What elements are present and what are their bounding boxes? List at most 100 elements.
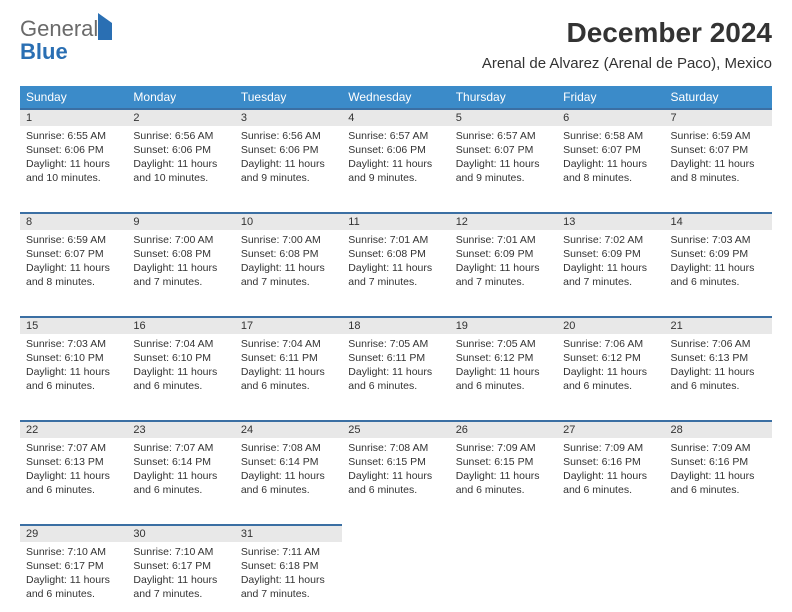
logo-triangle-icon	[98, 13, 112, 40]
week-content-row: Sunrise: 6:55 AMSunset: 6:06 PMDaylight:…	[20, 126, 772, 212]
day-number: 11	[342, 212, 449, 230]
day-number: 5	[450, 108, 557, 126]
sunrise-text: Sunrise: 7:01 AM	[456, 233, 551, 247]
day-content-cell: Sunrise: 6:58 AMSunset: 6:07 PMDaylight:…	[557, 126, 664, 212]
blank-cell	[665, 524, 772, 542]
sunset-text: Sunset: 6:06 PM	[26, 143, 121, 157]
sunset-text: Sunset: 6:17 PM	[26, 559, 121, 573]
day-cell: Sunrise: 7:07 AMSunset: 6:14 PMDaylight:…	[127, 438, 234, 504]
day-number-cell: 31	[235, 524, 342, 542]
daylight-text: Daylight: 11 hours	[671, 469, 766, 483]
blank-cell	[450, 542, 557, 612]
day-content-cell: Sunrise: 7:09 AMSunset: 6:15 PMDaylight:…	[450, 438, 557, 524]
sunrise-text: Sunrise: 7:09 AM	[456, 441, 551, 455]
day-content-cell: Sunrise: 7:10 AMSunset: 6:17 PMDaylight:…	[127, 542, 234, 612]
day-number: 15	[20, 316, 127, 334]
day-content-cell: Sunrise: 7:04 AMSunset: 6:11 PMDaylight:…	[235, 334, 342, 420]
day-number: 19	[450, 316, 557, 334]
daylight-text: and 10 minutes.	[26, 171, 121, 185]
day-cell: Sunrise: 7:10 AMSunset: 6:17 PMDaylight:…	[127, 542, 234, 608]
daylight-text: Daylight: 11 hours	[133, 469, 228, 483]
daylight-text: and 8 minutes.	[26, 275, 121, 289]
sunrise-text: Sunrise: 7:08 AM	[348, 441, 443, 455]
day-cell: Sunrise: 7:00 AMSunset: 6:08 PMDaylight:…	[127, 230, 234, 296]
sunrise-text: Sunrise: 6:56 AM	[241, 129, 336, 143]
day-cell: Sunrise: 6:58 AMSunset: 6:07 PMDaylight:…	[557, 126, 664, 192]
sunrise-text: Sunrise: 7:10 AM	[133, 545, 228, 559]
day-content-cell: Sunrise: 7:03 AMSunset: 6:09 PMDaylight:…	[665, 230, 772, 316]
daylight-text: Daylight: 11 hours	[563, 157, 658, 171]
daylight-text: Daylight: 11 hours	[348, 157, 443, 171]
week-numbers-row: 891011121314	[20, 212, 772, 230]
day-content-cell: Sunrise: 7:01 AMSunset: 6:09 PMDaylight:…	[450, 230, 557, 316]
sunrise-text: Sunrise: 7:08 AM	[241, 441, 336, 455]
weekday-header: Sunday	[20, 86, 127, 108]
day-number: 20	[557, 316, 664, 334]
day-number-cell: 18	[342, 316, 449, 334]
day-content-cell: Sunrise: 6:56 AMSunset: 6:06 PMDaylight:…	[127, 126, 234, 212]
daylight-text: Daylight: 11 hours	[241, 573, 336, 587]
day-number-cell: 7	[665, 108, 772, 126]
daylight-text: and 7 minutes.	[563, 275, 658, 289]
daylight-text: and 6 minutes.	[241, 379, 336, 393]
daylight-text: Daylight: 11 hours	[671, 365, 766, 379]
daylight-text: and 6 minutes.	[26, 587, 121, 601]
weekday-header: Tuesday	[235, 86, 342, 108]
week-numbers-row: 22232425262728	[20, 420, 772, 438]
sunset-text: Sunset: 6:06 PM	[241, 143, 336, 157]
daylight-text: Daylight: 11 hours	[241, 365, 336, 379]
sunrise-text: Sunrise: 7:07 AM	[26, 441, 121, 455]
logo-text-grey: General	[20, 16, 98, 41]
daylight-text: Daylight: 11 hours	[241, 157, 336, 171]
sunset-text: Sunset: 6:07 PM	[671, 143, 766, 157]
title-block: December 2024 Arenal de Alvarez (Arenal …	[482, 18, 772, 80]
day-number: 16	[127, 316, 234, 334]
daylight-text: Daylight: 11 hours	[26, 573, 121, 587]
sunset-text: Sunset: 6:18 PM	[241, 559, 336, 573]
day-number: 6	[557, 108, 664, 126]
day-number-cell: 12	[450, 212, 557, 230]
day-number-cell: 24	[235, 420, 342, 438]
weekday-header: Thursday	[450, 86, 557, 108]
day-number: 30	[127, 524, 234, 542]
daylight-text: Daylight: 11 hours	[563, 365, 658, 379]
daylight-text: and 6 minutes.	[563, 379, 658, 393]
sunrise-text: Sunrise: 6:56 AM	[133, 129, 228, 143]
day-content-cell: Sunrise: 7:08 AMSunset: 6:14 PMDaylight:…	[235, 438, 342, 524]
day-number: 22	[20, 420, 127, 438]
daylight-text: Daylight: 11 hours	[133, 157, 228, 171]
day-number: 14	[665, 212, 772, 230]
day-number-cell: 30	[127, 524, 234, 542]
brand-logo: General Blue	[20, 18, 112, 64]
day-cell: Sunrise: 7:04 AMSunset: 6:11 PMDaylight:…	[235, 334, 342, 400]
daylight-text: Daylight: 11 hours	[348, 261, 443, 275]
sunrise-text: Sunrise: 7:09 AM	[671, 441, 766, 455]
day-cell: Sunrise: 7:07 AMSunset: 6:13 PMDaylight:…	[20, 438, 127, 504]
day-number: 2	[127, 108, 234, 126]
sunset-text: Sunset: 6:11 PM	[241, 351, 336, 365]
week-numbers-row: 293031	[20, 524, 772, 542]
weekday-header: Wednesday	[342, 86, 449, 108]
calendar-table: SundayMondayTuesdayWednesdayThursdayFrid…	[20, 86, 772, 612]
day-number-cell: 11	[342, 212, 449, 230]
sunrise-text: Sunrise: 6:59 AM	[26, 233, 121, 247]
sunrise-text: Sunrise: 6:58 AM	[563, 129, 658, 143]
day-content-cell: Sunrise: 7:07 AMSunset: 6:13 PMDaylight:…	[20, 438, 127, 524]
daylight-text: Daylight: 11 hours	[241, 261, 336, 275]
day-content-cell: Sunrise: 7:05 AMSunset: 6:12 PMDaylight:…	[450, 334, 557, 420]
day-cell: Sunrise: 7:10 AMSunset: 6:17 PMDaylight:…	[20, 542, 127, 608]
day-cell: Sunrise: 6:57 AMSunset: 6:07 PMDaylight:…	[450, 126, 557, 192]
sunrise-text: Sunrise: 6:57 AM	[348, 129, 443, 143]
day-number: 18	[342, 316, 449, 334]
sunrise-text: Sunrise: 7:06 AM	[671, 337, 766, 351]
day-number-cell: 22	[20, 420, 127, 438]
sunrise-text: Sunrise: 7:02 AM	[563, 233, 658, 247]
sunrise-text: Sunrise: 7:04 AM	[133, 337, 228, 351]
day-number: 27	[557, 420, 664, 438]
day-cell: Sunrise: 7:04 AMSunset: 6:10 PMDaylight:…	[127, 334, 234, 400]
daylight-text: Daylight: 11 hours	[133, 573, 228, 587]
sunset-text: Sunset: 6:09 PM	[563, 247, 658, 261]
day-number-cell: 1	[20, 108, 127, 126]
day-number: 26	[450, 420, 557, 438]
day-content-cell: Sunrise: 7:05 AMSunset: 6:11 PMDaylight:…	[342, 334, 449, 420]
